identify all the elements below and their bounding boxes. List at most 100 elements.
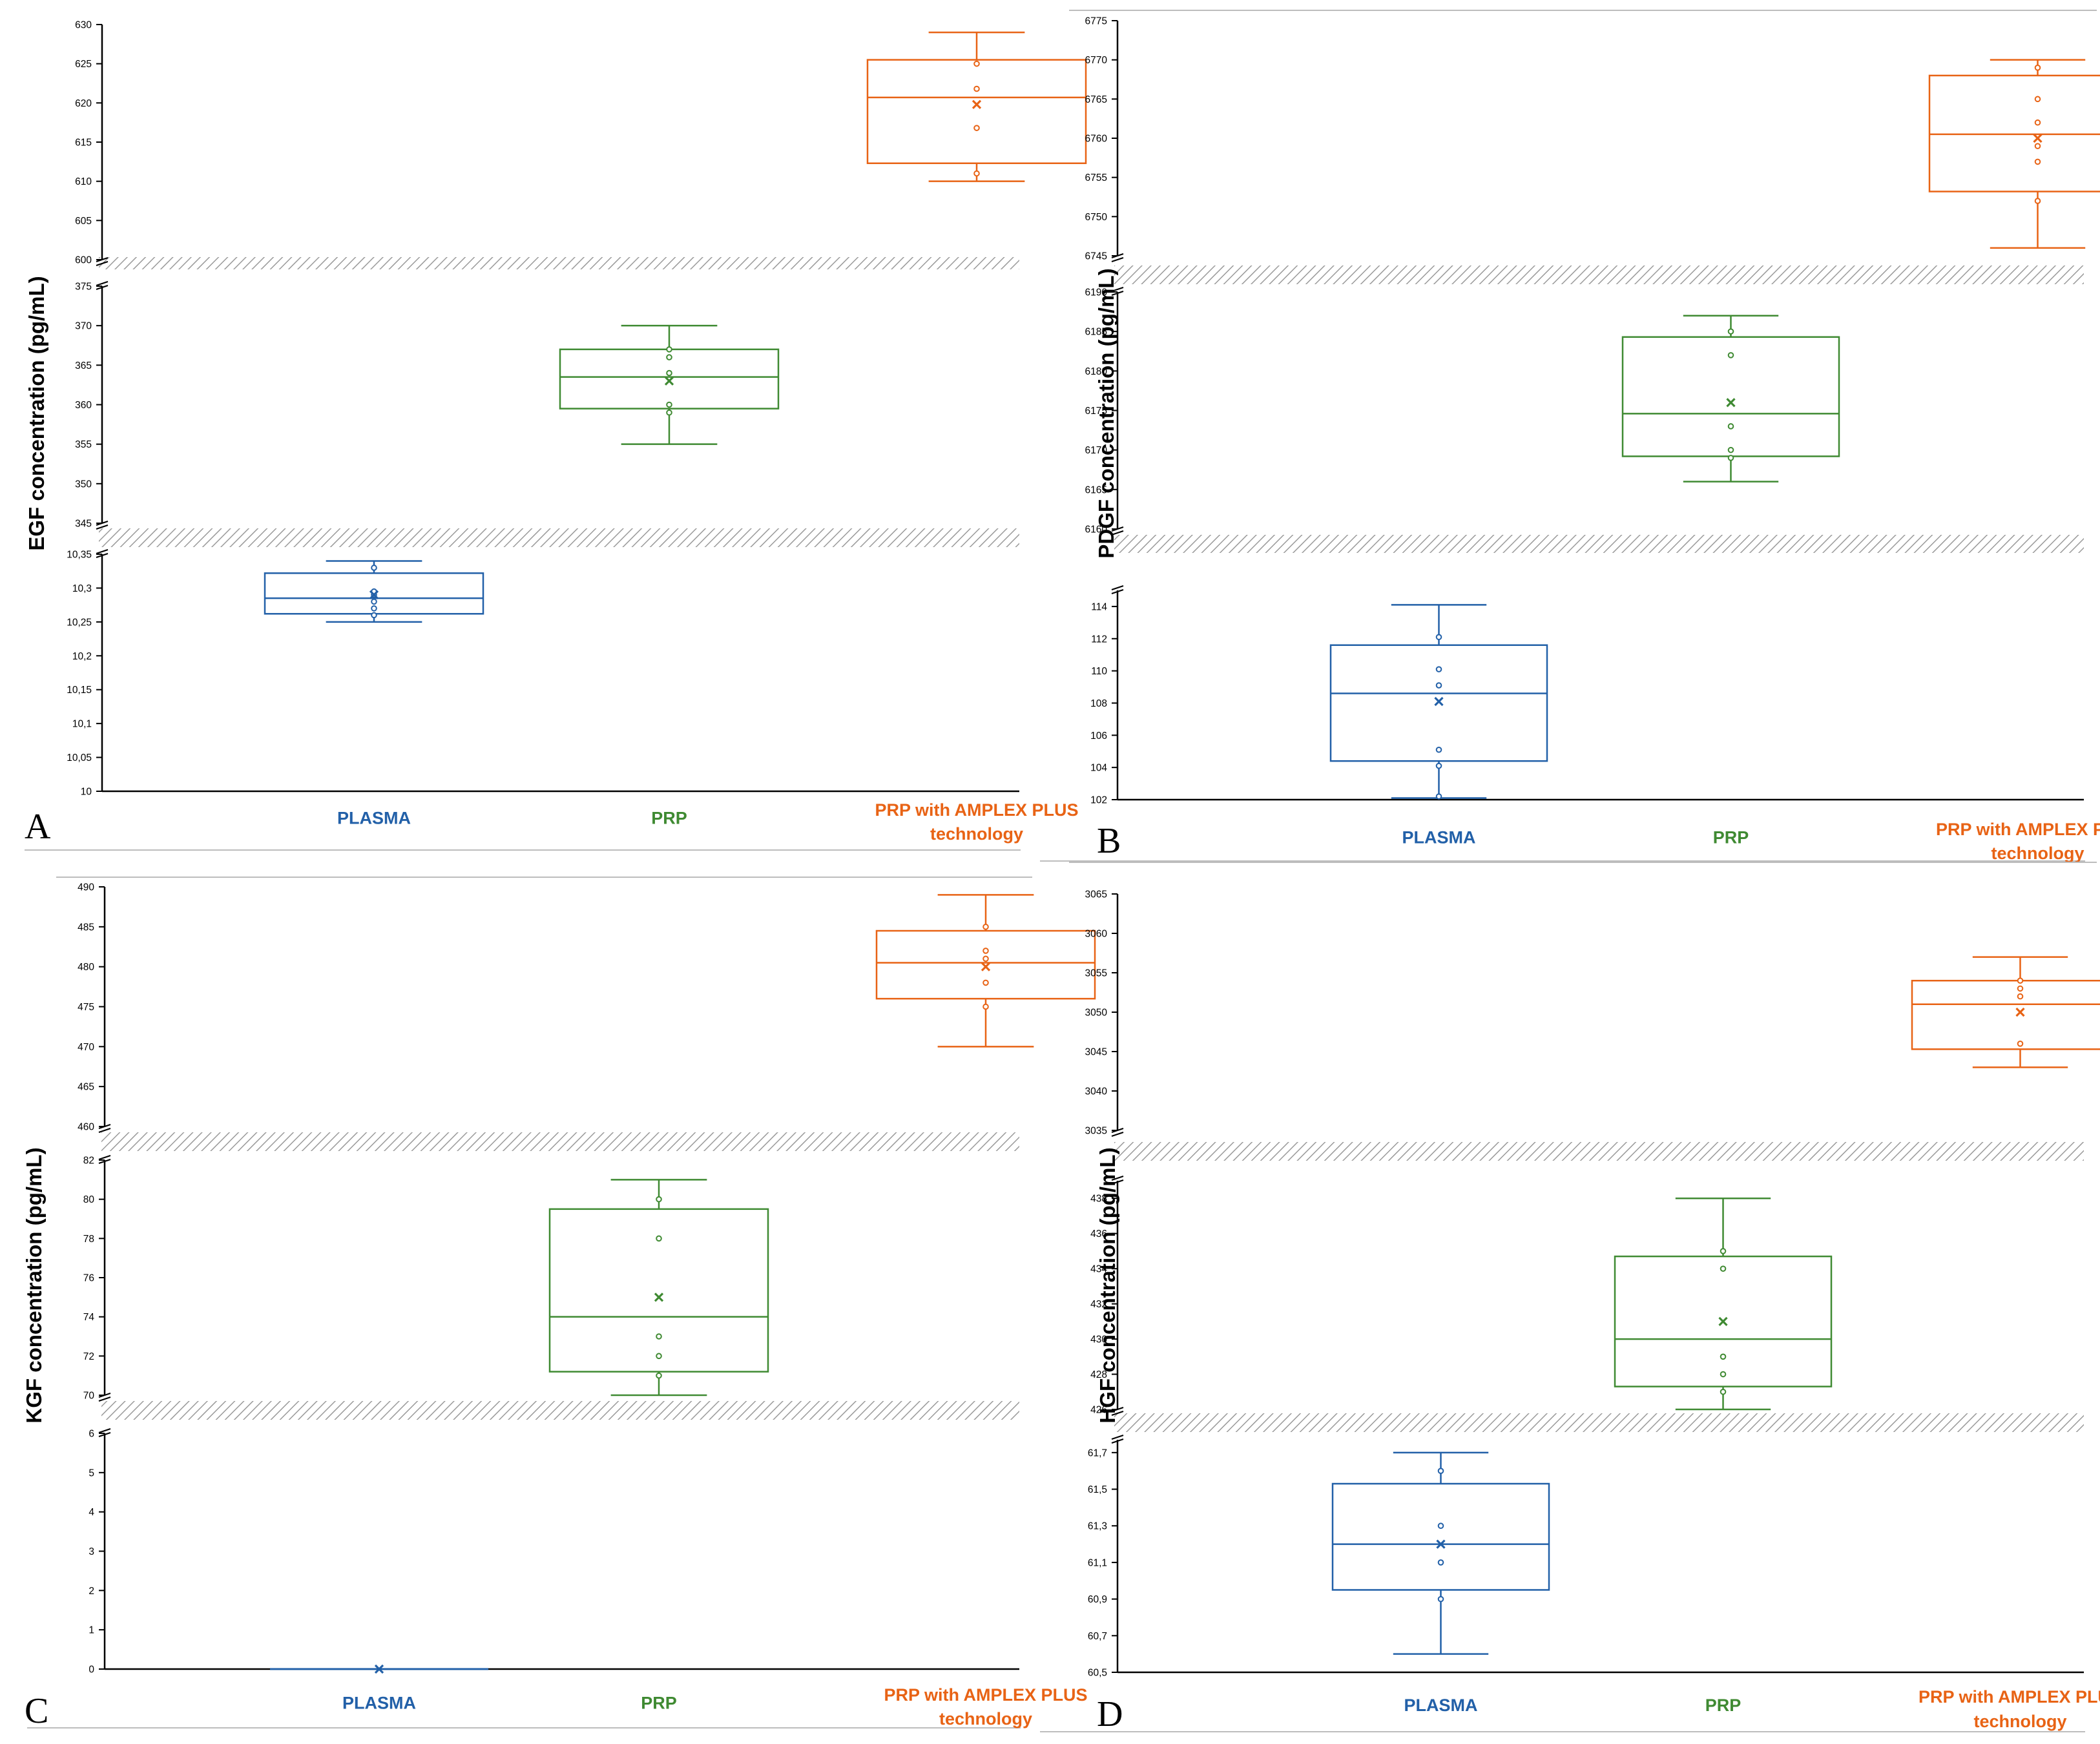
y-tick-label: 80	[83, 1194, 95, 1205]
box-amplex	[866, 31, 1087, 182]
axis-break-mark	[98, 1124, 111, 1129]
data-point	[2034, 143, 2041, 149]
y-tick-label: 6775	[1085, 16, 1107, 27]
data-point	[1437, 1595, 1444, 1603]
data-point	[1435, 666, 1442, 672]
axis-break-mark	[96, 261, 109, 266]
y-tick-label: 345	[75, 519, 92, 530]
y-tick-label: 430	[1090, 1334, 1107, 1345]
y-tick-label: 10,05	[67, 753, 92, 763]
y-tick-label: 6770	[1085, 55, 1108, 66]
data-point	[1437, 1522, 1444, 1530]
mean-marker-stroke	[1436, 1539, 1446, 1549]
y-tick-label: 6185	[1085, 327, 1107, 338]
y-tick-label: 470	[78, 1042, 94, 1053]
category-label: technology	[1991, 844, 2084, 863]
y-tick-label: 10,35	[67, 550, 92, 561]
data-point	[371, 565, 377, 571]
y-tick-label: 112	[1091, 634, 1107, 645]
category-label: technology	[930, 824, 1023, 844]
axis-break-mark	[96, 281, 109, 286]
category-label: technology	[939, 1709, 1032, 1728]
y-tick-label: 432	[1090, 1299, 1107, 1310]
mean-marker	[369, 590, 379, 600]
mean-marker	[1726, 398, 1736, 408]
panel-letter: D	[1097, 1694, 1123, 1734]
data-point	[1435, 762, 1442, 769]
axis-break-mark	[1111, 1128, 1124, 1133]
y-tick-label: 3040	[1085, 1086, 1108, 1097]
y-tick-label: 4	[88, 1507, 94, 1518]
axis-break-mark	[98, 1393, 111, 1398]
y-tick-label: 6175	[1085, 406, 1107, 417]
panel-letter: A	[25, 807, 51, 847]
data-point	[656, 1372, 662, 1379]
data-point	[666, 369, 672, 377]
axis-break-mark	[96, 285, 109, 290]
data-point	[666, 354, 672, 360]
axis-break-band	[99, 528, 1019, 547]
y-tick-label: 76	[83, 1273, 94, 1284]
y-tick-label: 480	[78, 962, 94, 973]
box-prp	[559, 324, 780, 445]
category-label: PLASMA	[1402, 828, 1476, 847]
axis-break-mark	[1111, 1438, 1124, 1444]
data-point	[666, 401, 672, 408]
y-tick-label: 355	[75, 439, 92, 450]
data-point	[656, 1196, 662, 1203]
data-point	[973, 170, 980, 177]
y-tick-label: 82	[83, 1156, 94, 1167]
y-tick-label: 114	[1091, 601, 1107, 612]
mean-marker-stroke	[981, 962, 991, 971]
data-point	[666, 346, 672, 353]
data-point	[982, 948, 989, 954]
axis-break-mark	[98, 1155, 111, 1160]
mean-marker	[654, 1292, 664, 1302]
y-tick-label: 6765	[1085, 94, 1107, 105]
axis-break-mark	[98, 1396, 111, 1402]
category-label: PRP	[1705, 1696, 1741, 1715]
mean-marker-stroke	[2033, 133, 2043, 143]
y-tick-label: 426	[1090, 1405, 1107, 1416]
mean-marker-stroke	[1434, 696, 1444, 707]
y-axis-title: PDGF concentration (pg/mL)	[1094, 268, 1118, 558]
data-point	[2034, 65, 2041, 71]
category-label: PLASMA	[337, 809, 411, 828]
y-tick-label: 2	[88, 1586, 94, 1597]
mean-marker-stroke	[1718, 1316, 1728, 1326]
y-tick-label: 465	[78, 1082, 94, 1093]
data-point	[656, 1235, 662, 1242]
y-tick-label: 110	[1091, 666, 1107, 677]
y-tick-label: 615	[75, 138, 92, 149]
y-tick-label: 10,3	[72, 583, 92, 594]
y-tick-label: 10,15	[67, 685, 92, 696]
y-tick-label: 625	[75, 59, 92, 70]
y-tick-label: 475	[78, 1002, 94, 1013]
category-label: PLASMA	[1404, 1696, 1478, 1715]
axis-break-mark	[1111, 1132, 1124, 1137]
y-tick-label: 3065	[1085, 889, 1107, 900]
mean-marker-stroke	[664, 376, 674, 386]
y-tick-label: 61,5	[1088, 1484, 1107, 1495]
y-tick-label: 610	[75, 176, 92, 187]
data-point	[656, 1333, 662, 1340]
y-tick-label: 600	[75, 255, 92, 266]
box-plasma	[1331, 1451, 1550, 1655]
y-tick-label: 61,7	[1088, 1448, 1107, 1459]
y-tick-label: 436	[1090, 1229, 1107, 1240]
y-tick-label: 375	[75, 282, 92, 293]
y-tick-label: 61,3	[1088, 1521, 1107, 1532]
mean-marker	[664, 376, 674, 386]
data-point	[2034, 96, 2041, 103]
y-tick-label: 428	[1090, 1369, 1107, 1380]
mean-marker	[2015, 1007, 2025, 1017]
y-tick-label: 6755	[1085, 172, 1107, 183]
axis-break-mark	[1111, 253, 1124, 258]
y-tick-label: 74	[83, 1312, 95, 1323]
category-label: PRP with AMPLEX PLUS	[1918, 1687, 2100, 1707]
y-tick-label: 0	[88, 1665, 94, 1676]
mean-marker	[2033, 133, 2043, 143]
box-plasma	[264, 560, 484, 623]
panel-letter: B	[1097, 821, 1121, 861]
